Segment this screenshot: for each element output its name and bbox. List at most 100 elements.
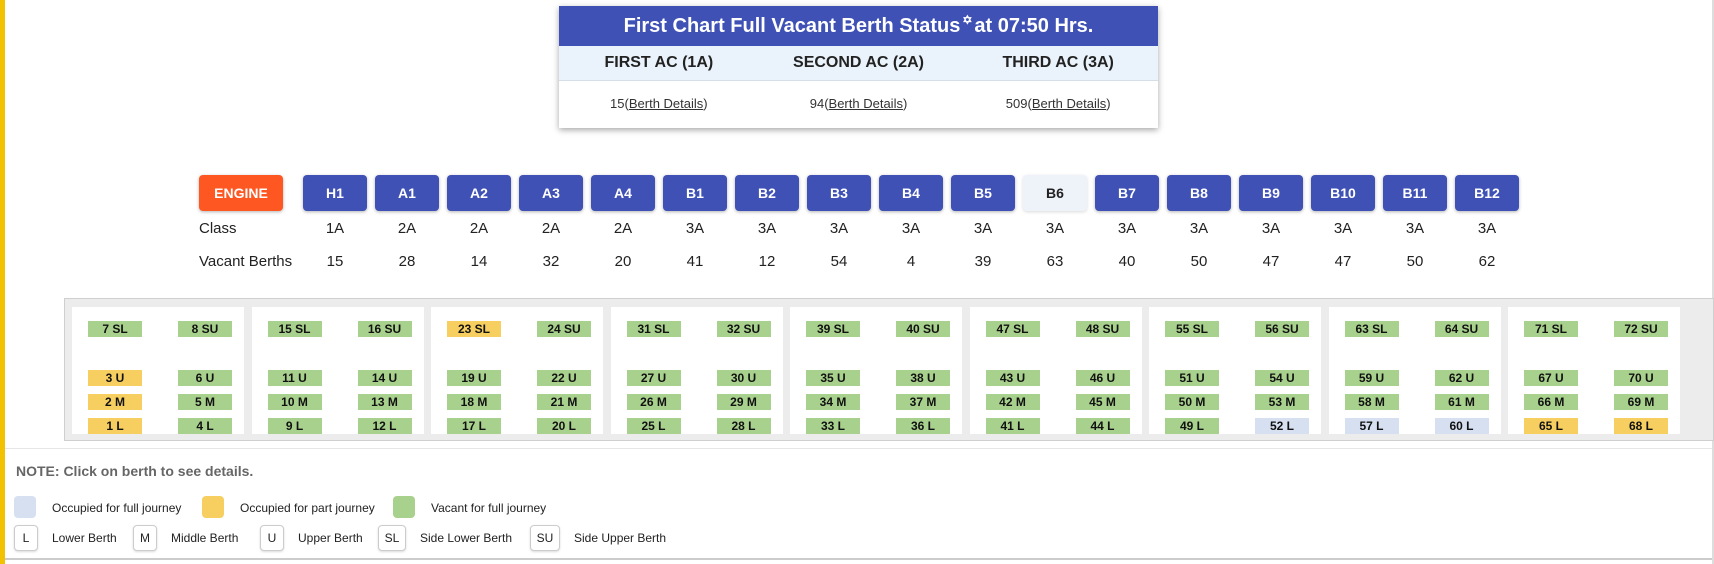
coach-button-b7[interactable]: B7 <box>1095 175 1159 211</box>
coach-button-b3[interactable]: B3 <box>807 175 871 211</box>
berth-1-l[interactable]: 1 L <box>88 418 142 434</box>
berth-57-l[interactable]: 57 L <box>1344 418 1399 434</box>
berth-51-u[interactable]: 51 U <box>1165 370 1219 386</box>
berth-21-m[interactable]: 21 M <box>537 394 591 410</box>
berth-15-sl[interactable]: 15 SL <box>267 321 322 337</box>
berth-34-m[interactable]: 34 M <box>806 394 860 410</box>
coach-button-b4[interactable]: B4 <box>879 175 943 211</box>
berth-35-u[interactable]: 35 U <box>806 370 860 386</box>
berth-71-sl[interactable]: 71 SL <box>1524 321 1578 337</box>
berth-64-su[interactable]: 64 SU <box>1434 321 1489 337</box>
coach-button-b6[interactable]: B6 <box>1023 175 1087 211</box>
berth-40-su[interactable]: 40 SU <box>896 321 950 337</box>
berth-62-u[interactable]: 62 U <box>1434 370 1489 386</box>
berth-66-m[interactable]: 66 M <box>1524 394 1578 410</box>
coach-button-a2[interactable]: A2 <box>447 175 511 211</box>
coach-button-b10[interactable]: B10 <box>1311 175 1375 211</box>
berth-27-u[interactable]: 27 U <box>626 370 681 386</box>
berth-53-m[interactable]: 53 M <box>1255 394 1309 410</box>
berth-23-sl[interactable]: 23 SL <box>447 321 501 337</box>
coach-button-b12[interactable]: B12 <box>1455 175 1519 211</box>
berth-6-u[interactable]: 6 U <box>178 370 232 386</box>
berth-11-u[interactable]: 11 U <box>267 370 322 386</box>
berth-18-m[interactable]: 18 M <box>447 394 501 410</box>
berth-4-l[interactable]: 4 L <box>178 418 232 434</box>
berth-14-u[interactable]: 14 U <box>357 370 412 386</box>
berth-69-m[interactable]: 69 M <box>1614 394 1668 410</box>
berth-54-u[interactable]: 54 U <box>1255 370 1309 386</box>
berth-45-m[interactable]: 45 M <box>1075 394 1130 410</box>
berth-9-l[interactable]: 9 L <box>267 418 322 434</box>
berth-39-sl[interactable]: 39 SL <box>806 321 860 337</box>
berth-46-u[interactable]: 46 U <box>1075 370 1130 386</box>
berth-37-m[interactable]: 37 M <box>896 394 950 410</box>
berth-44-l[interactable]: 44 L <box>1075 418 1130 434</box>
berth-56-su[interactable]: 56 SU <box>1255 321 1309 337</box>
berth-22-u[interactable]: 22 U <box>537 370 591 386</box>
compartment: 39 SL 40 SU 35 U 34 M 33 L 38 U 37 M 36 L <box>790 307 962 434</box>
class-row-label: Class <box>199 220 237 237</box>
berth-41-l[interactable]: 41 L <box>985 418 1040 434</box>
berth-25-l[interactable]: 25 L <box>626 418 681 434</box>
berth-32-su[interactable]: 32 SU <box>716 321 771 337</box>
berth-49-l[interactable]: 49 L <box>1165 418 1219 434</box>
compartment: 23 SL 24 SU 19 U 18 M 17 L 22 U 21 M 20 L <box>431 307 603 434</box>
coach-button-b11[interactable]: B11 <box>1383 175 1447 211</box>
berth-30-u[interactable]: 30 U <box>716 370 771 386</box>
berth-19-u[interactable]: 19 U <box>447 370 501 386</box>
berth-3-u[interactable]: 3 U <box>88 370 142 386</box>
coach-button-b5[interactable]: B5 <box>951 175 1015 211</box>
berth-68-l[interactable]: 68 L <box>1614 418 1668 434</box>
berth-26-m[interactable]: 26 M <box>626 394 681 410</box>
berth-42-m[interactable]: 42 M <box>985 394 1040 410</box>
berth-38-u[interactable]: 38 U <box>896 370 950 386</box>
berth-70-u[interactable]: 70 U <box>1614 370 1668 386</box>
berth-50-m[interactable]: 50 M <box>1165 394 1219 410</box>
berth-5-m[interactable]: 5 M <box>178 394 232 410</box>
berth-12-l[interactable]: 12 L <box>357 418 412 434</box>
berth-31-sl[interactable]: 31 SL <box>626 321 681 337</box>
berth-2-m[interactable]: 2 M <box>88 394 142 410</box>
coach-button-b9[interactable]: B9 <box>1239 175 1303 211</box>
berth-55-sl[interactable]: 55 SL <box>1165 321 1219 337</box>
berth-24-su[interactable]: 24 SU <box>537 321 591 337</box>
engine-button[interactable]: ENGINE <box>199 175 283 211</box>
berth-61-m[interactable]: 61 M <box>1434 394 1489 410</box>
coach-vacant-a3: 32 <box>542 253 560 270</box>
coach-button-b2[interactable]: B2 <box>735 175 799 211</box>
berth-16-su[interactable]: 16 SU <box>357 321 412 337</box>
berth-60-l[interactable]: 60 L <box>1434 418 1489 434</box>
berth-65-l[interactable]: 65 L <box>1524 418 1578 434</box>
berth-67-u[interactable]: 67 U <box>1524 370 1578 386</box>
berth-details-link-2a[interactable]: Berth Details <box>828 96 903 111</box>
berth-33-l[interactable]: 33 L <box>806 418 860 434</box>
berth-17-l[interactable]: 17 L <box>447 418 501 434</box>
coach-button-b1[interactable]: B1 <box>663 175 727 211</box>
berth-29-m[interactable]: 29 M <box>716 394 771 410</box>
berth-59-u[interactable]: 59 U <box>1344 370 1399 386</box>
coach-class-b12: 3A <box>1477 220 1497 237</box>
berth-58-m[interactable]: 58 M <box>1344 394 1399 410</box>
berth-48-su[interactable]: 48 SU <box>1075 321 1130 337</box>
berth-36-l[interactable]: 36 L <box>896 418 950 434</box>
berth-13-m[interactable]: 13 M <box>357 394 412 410</box>
star-icon: ✡ <box>962 13 973 27</box>
berth-28-l[interactable]: 28 L <box>716 418 771 434</box>
legend-berth-label: Side Lower Berth <box>420 531 513 545</box>
berth-20-l[interactable]: 20 L <box>537 418 591 434</box>
berth-8-su[interactable]: 8 SU <box>178 321 232 337</box>
coach-button-a4[interactable]: A4 <box>591 175 655 211</box>
coach-button-a3[interactable]: A3 <box>519 175 583 211</box>
berth-10-m[interactable]: 10 M <box>267 394 322 410</box>
berth-details-link-3a[interactable]: Berth Details <box>1031 96 1107 111</box>
coach-button-b8[interactable]: B8 <box>1167 175 1231 211</box>
coach-button-h1[interactable]: H1 <box>303 175 367 211</box>
berth-52-l[interactable]: 52 L <box>1255 418 1309 434</box>
berth-72-su[interactable]: 72 SU <box>1614 321 1668 337</box>
coach-button-a1[interactable]: A1 <box>375 175 439 211</box>
berth-details-link-1a[interactable]: Berth Details <box>628 96 704 111</box>
berth-7-sl[interactable]: 7 SL <box>88 321 142 337</box>
berth-43-u[interactable]: 43 U <box>985 370 1040 386</box>
berth-47-sl[interactable]: 47 SL <box>985 321 1040 337</box>
berth-63-sl[interactable]: 63 SL <box>1344 321 1399 337</box>
